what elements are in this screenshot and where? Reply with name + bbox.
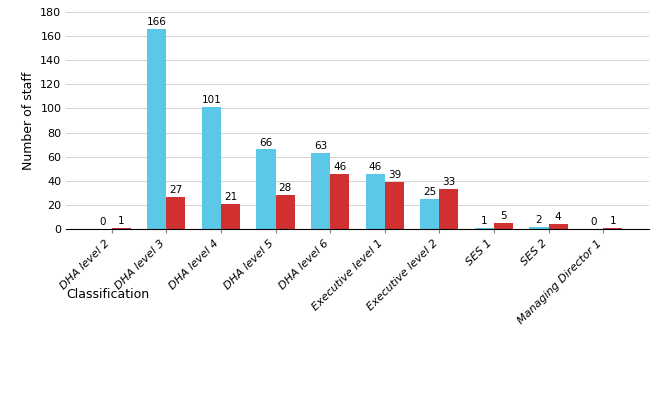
Text: 0: 0: [99, 217, 105, 227]
Bar: [147, 29, 166, 229]
Legend: Female, Male: Female, Male: [71, 391, 190, 395]
Bar: [330, 173, 350, 229]
Bar: [420, 199, 440, 229]
Bar: [549, 224, 568, 229]
Text: 66: 66: [260, 137, 273, 148]
Bar: [603, 228, 622, 229]
Text: 2: 2: [536, 215, 542, 225]
Text: 28: 28: [279, 184, 292, 194]
Bar: [221, 204, 240, 229]
Text: 166: 166: [147, 17, 167, 27]
Bar: [365, 173, 385, 229]
Bar: [475, 228, 494, 229]
Text: 46: 46: [333, 162, 346, 172]
Bar: [275, 195, 295, 229]
Text: 1: 1: [610, 216, 616, 226]
Text: 46: 46: [369, 162, 382, 172]
Text: 5: 5: [500, 211, 507, 221]
Text: 27: 27: [169, 185, 183, 195]
Text: 0: 0: [591, 217, 597, 227]
Bar: [385, 182, 404, 229]
Text: 63: 63: [314, 141, 327, 151]
Y-axis label: Number of staff: Number of staff: [22, 71, 34, 170]
Text: 33: 33: [442, 177, 455, 188]
Bar: [202, 107, 221, 229]
Bar: [494, 223, 513, 229]
Text: 1: 1: [118, 216, 124, 226]
Text: 39: 39: [388, 170, 401, 180]
Text: 25: 25: [423, 187, 436, 197]
Bar: [311, 153, 330, 229]
Text: 1: 1: [481, 216, 488, 226]
Bar: [440, 189, 459, 229]
Text: 21: 21: [224, 192, 237, 202]
Text: Classification: Classification: [66, 288, 150, 301]
Text: 101: 101: [201, 95, 221, 105]
Bar: [112, 228, 131, 229]
Bar: [166, 197, 185, 229]
Bar: [256, 149, 275, 229]
Text: 4: 4: [555, 213, 561, 222]
Bar: [530, 227, 549, 229]
